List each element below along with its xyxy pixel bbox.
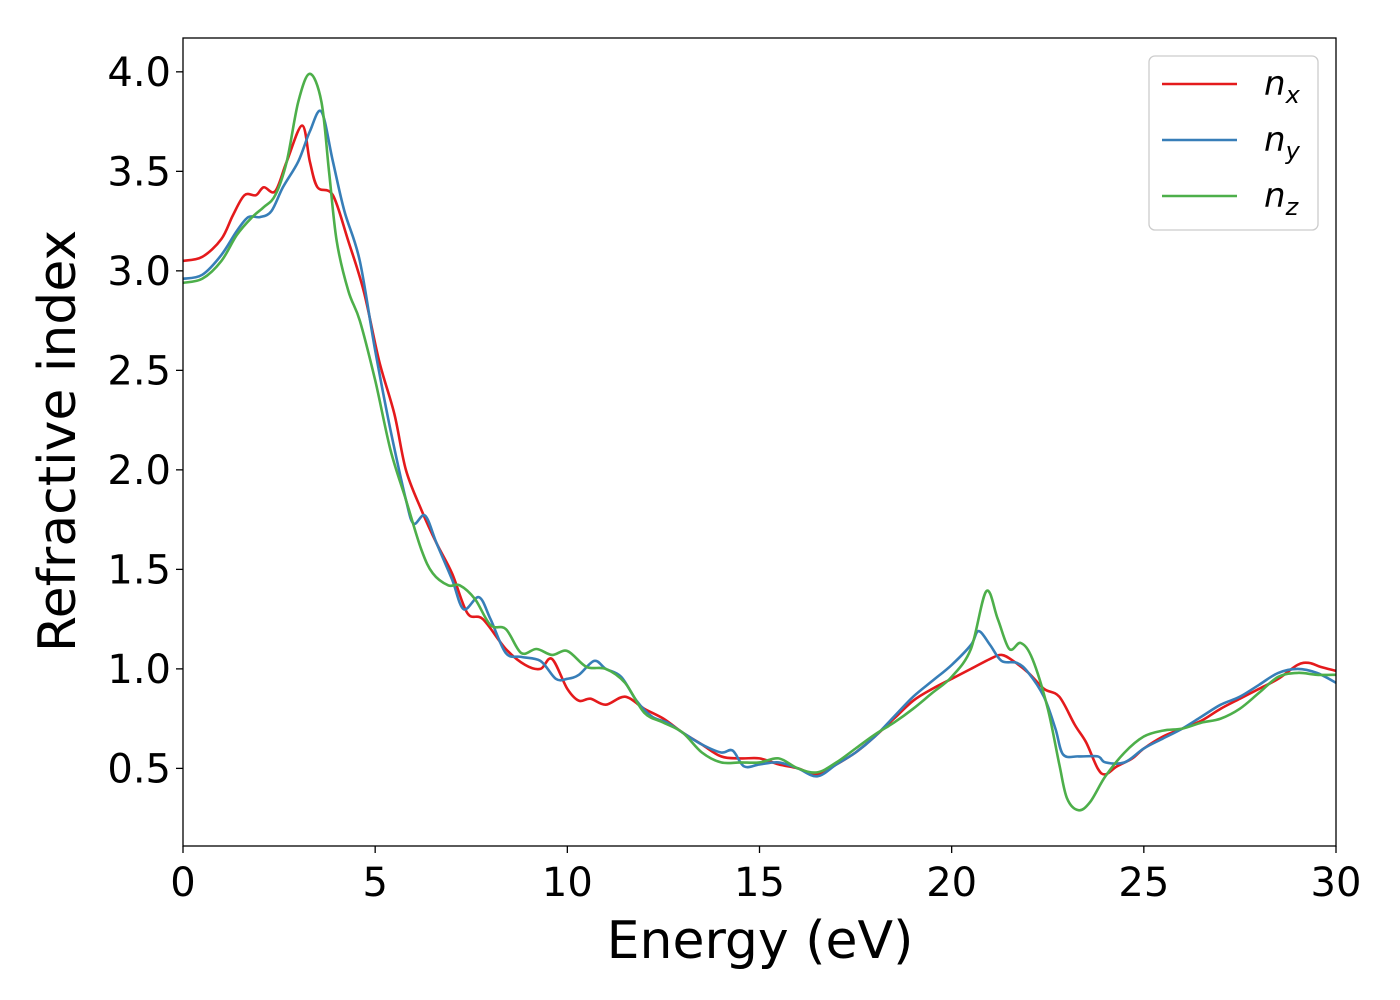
x-tick-label: 20 — [926, 860, 977, 906]
x-tick-label: 30 — [1311, 860, 1362, 906]
y-tick-label: 3.0 — [107, 249, 171, 295]
y-tick-label: 1.0 — [107, 647, 171, 693]
y-axis-label: Refractive index — [28, 230, 88, 652]
series-layer — [183, 72, 1336, 812]
legend-subscript: x — [1285, 81, 1301, 109]
legend-box — [1148, 55, 1319, 231]
y-tick-label: 3.5 — [107, 149, 171, 195]
x-axis-ticks: 0 5 10 15 20 25 30 — [170, 846, 1361, 906]
y-tick-label: 2.5 — [107, 348, 171, 394]
y-tick-label: 1.5 — [107, 547, 171, 593]
legend-subscript: y — [1285, 137, 1301, 165]
x-tick-label: 15 — [734, 860, 785, 906]
x-axis-label: Energy (eV) — [607, 911, 914, 971]
y-tick-label: 2.0 — [107, 448, 171, 494]
y-tick-label: 4.0 — [107, 50, 171, 96]
y-axis-ticks: 0.5 1.0 1.5 2.0 2.5 3.0 3.5 4.0 — [107, 50, 183, 792]
legend-subscript: z — [1285, 193, 1300, 221]
series-line-ny — [183, 109, 1336, 778]
x-tick-label: 5 — [362, 860, 387, 906]
series-line-nz — [183, 72, 1336, 812]
y-tick-label: 0.5 — [107, 746, 171, 792]
x-tick-label: 10 — [542, 860, 593, 906]
x-tick-label: 0 — [170, 860, 195, 906]
x-tick-label: 25 — [1118, 860, 1169, 906]
